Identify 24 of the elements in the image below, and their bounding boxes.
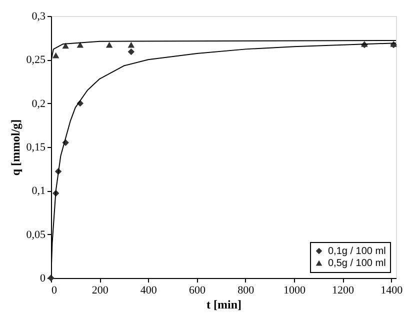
point (62, 42, 69, 49)
y-tick-label: 0,1 (32, 185, 46, 198)
x-tick-label: 0 (52, 284, 58, 296)
x-tick-label: 800 (238, 284, 255, 296)
y-tick-label: 0,25 (26, 54, 46, 66)
point (128, 48, 135, 56)
y-tick-label: 0,05 (26, 228, 46, 241)
point (52, 52, 60, 58)
point (106, 42, 113, 48)
x-tick-label: 1400 (380, 284, 404, 296)
y-tick-label: 0,15 (26, 142, 46, 154)
legend-label: 0,1g / 100 ml (328, 246, 386, 257)
point (128, 42, 135, 48)
x-tick-label: 400 (140, 284, 158, 296)
y-tick-label: 0 (40, 272, 46, 284)
x-axis-title: t [min] (206, 298, 242, 312)
legend-label: 0,5g / 100 ml (328, 258, 386, 269)
x-tick-label: 1200 (332, 284, 355, 296)
y-tick-label: 0,3 (32, 10, 46, 22)
y-axis-title: q [mmol/g] (8, 119, 22, 176)
y-tick-label: 0,2 (32, 98, 46, 110)
x-tick-label: 600 (189, 284, 206, 296)
x-tick-label: 1000 (283, 284, 306, 296)
x-tick-label: 200 (92, 284, 109, 296)
